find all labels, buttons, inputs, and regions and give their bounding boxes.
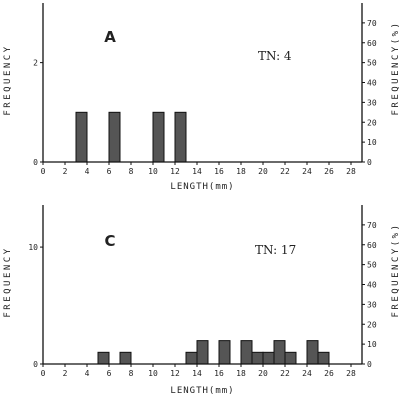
x-tick-label: 20 xyxy=(258,167,268,176)
histogram-bar xyxy=(251,351,264,365)
x-tick-label: 22 xyxy=(280,369,290,378)
histogram-bar xyxy=(119,351,132,365)
x-tick-label: 28 xyxy=(346,369,356,378)
x-tick-label: 4 xyxy=(85,167,90,176)
histogram-bar xyxy=(306,340,319,365)
histogram-bar xyxy=(273,340,286,365)
histogram-bar xyxy=(174,111,187,163)
tn-annotation: TN: 4 xyxy=(258,49,292,63)
y-right-tick-label: 20 xyxy=(367,320,377,329)
x-tick-label: 22 xyxy=(280,167,290,176)
x-tick-label: 24 xyxy=(302,369,312,378)
x-tick-label: 26 xyxy=(324,167,334,176)
y-right-tick-label: 0 xyxy=(367,360,372,369)
panel-label: C xyxy=(104,232,115,250)
x-tick-label: 18 xyxy=(236,167,246,176)
histogram-bar xyxy=(152,111,165,163)
x-tick-label: 14 xyxy=(192,369,202,378)
x-tick-label: 8 xyxy=(129,369,134,378)
y-right-tick-label: 10 xyxy=(367,138,377,147)
x-tick-label: 8 xyxy=(129,167,134,176)
y-right-tick-label: 60 xyxy=(367,39,377,48)
y-right-tick-label: 20 xyxy=(367,118,377,127)
y-right-tick-label: 0 xyxy=(367,158,372,167)
y-axis-label-left: FREQUENCY xyxy=(3,44,13,115)
x-tick-label: 2 xyxy=(63,167,68,176)
y-left-tick-label: 2 xyxy=(33,59,38,68)
x-tick-label: 6 xyxy=(107,369,112,378)
y-left-tick-label: 10 xyxy=(28,243,38,252)
x-tick-label: 24 xyxy=(302,167,312,176)
y-right-tick-label: 40 xyxy=(367,79,377,88)
histogram-bar xyxy=(108,111,121,163)
y-right-tick-label: 30 xyxy=(367,300,377,309)
x-tick-label: 0 xyxy=(41,167,46,176)
y-left-tick-label: 0 xyxy=(33,360,38,369)
x-tick-label: 12 xyxy=(170,167,180,176)
x-tick-label: 10 xyxy=(148,167,158,176)
y-right-tick-label: 10 xyxy=(367,340,377,349)
histogram-bar xyxy=(284,351,297,365)
histogram-bar xyxy=(317,351,330,365)
histogram-bar xyxy=(240,340,253,365)
panel-label: A xyxy=(104,28,116,46)
x-tick-label: 12 xyxy=(170,369,180,378)
y-right-tick-label: 40 xyxy=(367,281,377,290)
y-right-tick-label: 60 xyxy=(367,241,377,250)
histogram-bar xyxy=(218,340,231,365)
y-axis-label-left: FREQUENCY xyxy=(3,246,13,317)
x-axis-label: LENGTH(mm) xyxy=(170,386,234,396)
x-tick-label: 18 xyxy=(236,369,246,378)
x-tick-label: 20 xyxy=(258,369,268,378)
y-right-tick-label: 50 xyxy=(367,59,377,68)
tn-annotation: TN: 17 xyxy=(255,243,296,257)
y-axis-label-right: FREQUENCY(%) xyxy=(391,20,401,115)
y-axis-label-right: FREQUENCY(%) xyxy=(391,222,401,317)
histogram-bar xyxy=(262,351,275,365)
x-axis-label: LENGTH(mm) xyxy=(170,182,234,192)
x-tick-label: 2 xyxy=(63,369,68,378)
x-tick-label: 0 xyxy=(41,369,46,378)
y-right-tick-label: 30 xyxy=(367,98,377,107)
y-right-tick-label: 70 xyxy=(367,221,377,230)
histogram-bar xyxy=(185,351,198,365)
x-tick-label: 10 xyxy=(148,369,158,378)
x-tick-label: 4 xyxy=(85,369,90,378)
x-tick-label: 16 xyxy=(214,369,224,378)
x-tick-label: 6 xyxy=(107,167,112,176)
y-right-tick-label: 50 xyxy=(367,261,377,270)
x-tick-label: 16 xyxy=(214,167,224,176)
y-right-tick-label: 70 xyxy=(367,19,377,28)
x-tick-label: 14 xyxy=(192,167,202,176)
x-tick-label: 26 xyxy=(324,369,334,378)
histogram-bar xyxy=(75,111,88,163)
x-tick-label: 28 xyxy=(346,167,356,176)
histogram-bar xyxy=(196,340,209,365)
panel-a: 0 2 4 6 8 10 12 14 16 18 20 22 24 26 28020102030405060… xyxy=(3,3,401,192)
y-left-tick-label: 0 xyxy=(33,158,38,167)
panel-c: 0 2 4 6 8 10 12 14 16 18 20 22 24 26 28010010203040506… xyxy=(3,205,401,396)
histogram-bar xyxy=(97,351,110,365)
